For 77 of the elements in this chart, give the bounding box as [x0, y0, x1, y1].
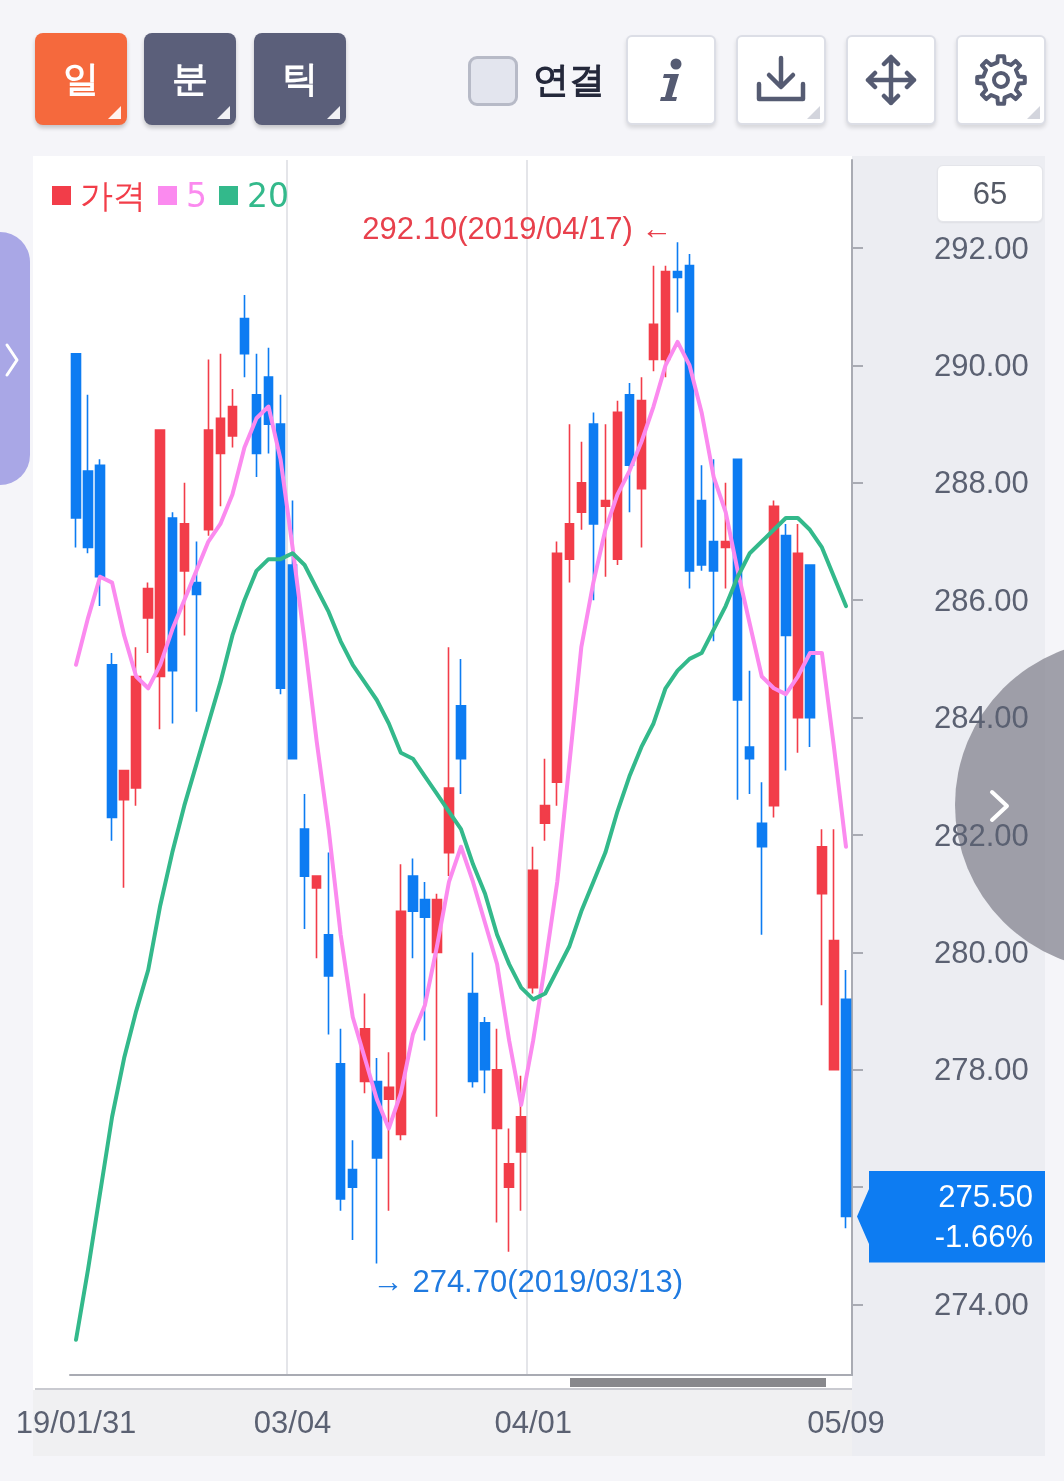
y-tick-label: 292.00	[934, 230, 1029, 266]
y-tick-label: 290.00	[934, 347, 1029, 383]
candlestick	[82, 393, 94, 555]
candlestick	[299, 793, 310, 930]
text: 275.50 -1.66%	[857, 1170, 1045, 1263]
candlestick	[479, 1016, 491, 1095]
candlestick	[576, 440, 587, 531]
y-tick-label: 288.00	[934, 465, 1029, 501]
candlestick	[467, 951, 479, 1089]
tab-button: 일	[35, 33, 127, 125]
x-tick-label: 04/01	[494, 1405, 572, 1440]
candlestick	[179, 482, 190, 637]
candlestick	[564, 423, 575, 584]
x-tick-label: 19/01/31	[15, 1405, 137, 1440]
candlestick	[792, 523, 804, 754]
legend-label: 20	[247, 176, 289, 215]
x-tick-label: 03/04	[253, 1405, 332, 1440]
y-tick-label: 274.00	[934, 1287, 1029, 1323]
candlestick	[816, 828, 828, 1007]
candlestick	[347, 1139, 358, 1241]
candlestick	[455, 658, 467, 795]
candlestick	[551, 540, 563, 807]
annotation: 292.10(2019/04/17) ←	[362, 211, 673, 247]
tab-button: 분	[144, 33, 236, 125]
candlestick	[503, 1127, 515, 1253]
line-series	[74, 516, 848, 1342]
candlestick	[756, 781, 768, 936]
x-tick-label: 05/09	[807, 1405, 885, 1440]
candlestick	[227, 388, 238, 449]
candlestick	[720, 482, 731, 590]
candlestick	[94, 458, 106, 607]
candlestick	[660, 264, 671, 378]
legend-label: 가격	[80, 176, 146, 215]
candlestick	[840, 969, 852, 1230]
candlestick	[624, 382, 635, 513]
candlestick	[672, 241, 683, 314]
candlestick	[443, 646, 455, 877]
line-series	[74, 339, 848, 1131]
candlestick	[708, 458, 719, 643]
candlestick	[142, 581, 154, 654]
candlestick	[768, 499, 780, 819]
candlestick	[648, 264, 659, 373]
candlestick	[323, 851, 334, 1036]
tab-button: 틱	[254, 33, 346, 125]
candlestick	[804, 564, 816, 748]
candlestick	[106, 652, 118, 842]
candlestick	[383, 1051, 395, 1212]
candlestick	[407, 857, 419, 960]
candlestick	[696, 464, 707, 572]
candlestick	[491, 1027, 503, 1224]
candlestick	[118, 769, 130, 889]
y-tick-label: 286.00	[934, 582, 1029, 618]
candlestick	[335, 1027, 346, 1212]
candlestick	[419, 881, 431, 1042]
text: 연결	[533, 58, 605, 102]
count-field: 65	[937, 165, 1043, 222]
candlestick	[588, 411, 599, 602]
candlestick	[70, 352, 82, 549]
candlestick	[311, 875, 322, 960]
candlestick	[828, 828, 840, 1071]
candlestick	[239, 294, 250, 378]
candlestick	[539, 757, 551, 842]
candlestick	[154, 429, 166, 731]
candlestick	[203, 358, 214, 537]
candlestick	[744, 669, 755, 795]
y-tick-label: 278.00	[934, 1052, 1029, 1088]
candlestick	[600, 423, 611, 578]
legend-label: 5	[186, 176, 207, 215]
candlestick	[684, 253, 695, 590]
candlestick	[215, 352, 226, 508]
candlestick	[527, 845, 539, 995]
y-tick-label: 280.00	[934, 934, 1029, 970]
candlestick	[191, 540, 202, 713]
candlestick	[780, 523, 792, 772]
candlestick	[130, 646, 142, 807]
annotation: → 274.70(2019/03/13)	[372, 1264, 684, 1300]
candlestick	[515, 1074, 527, 1212]
